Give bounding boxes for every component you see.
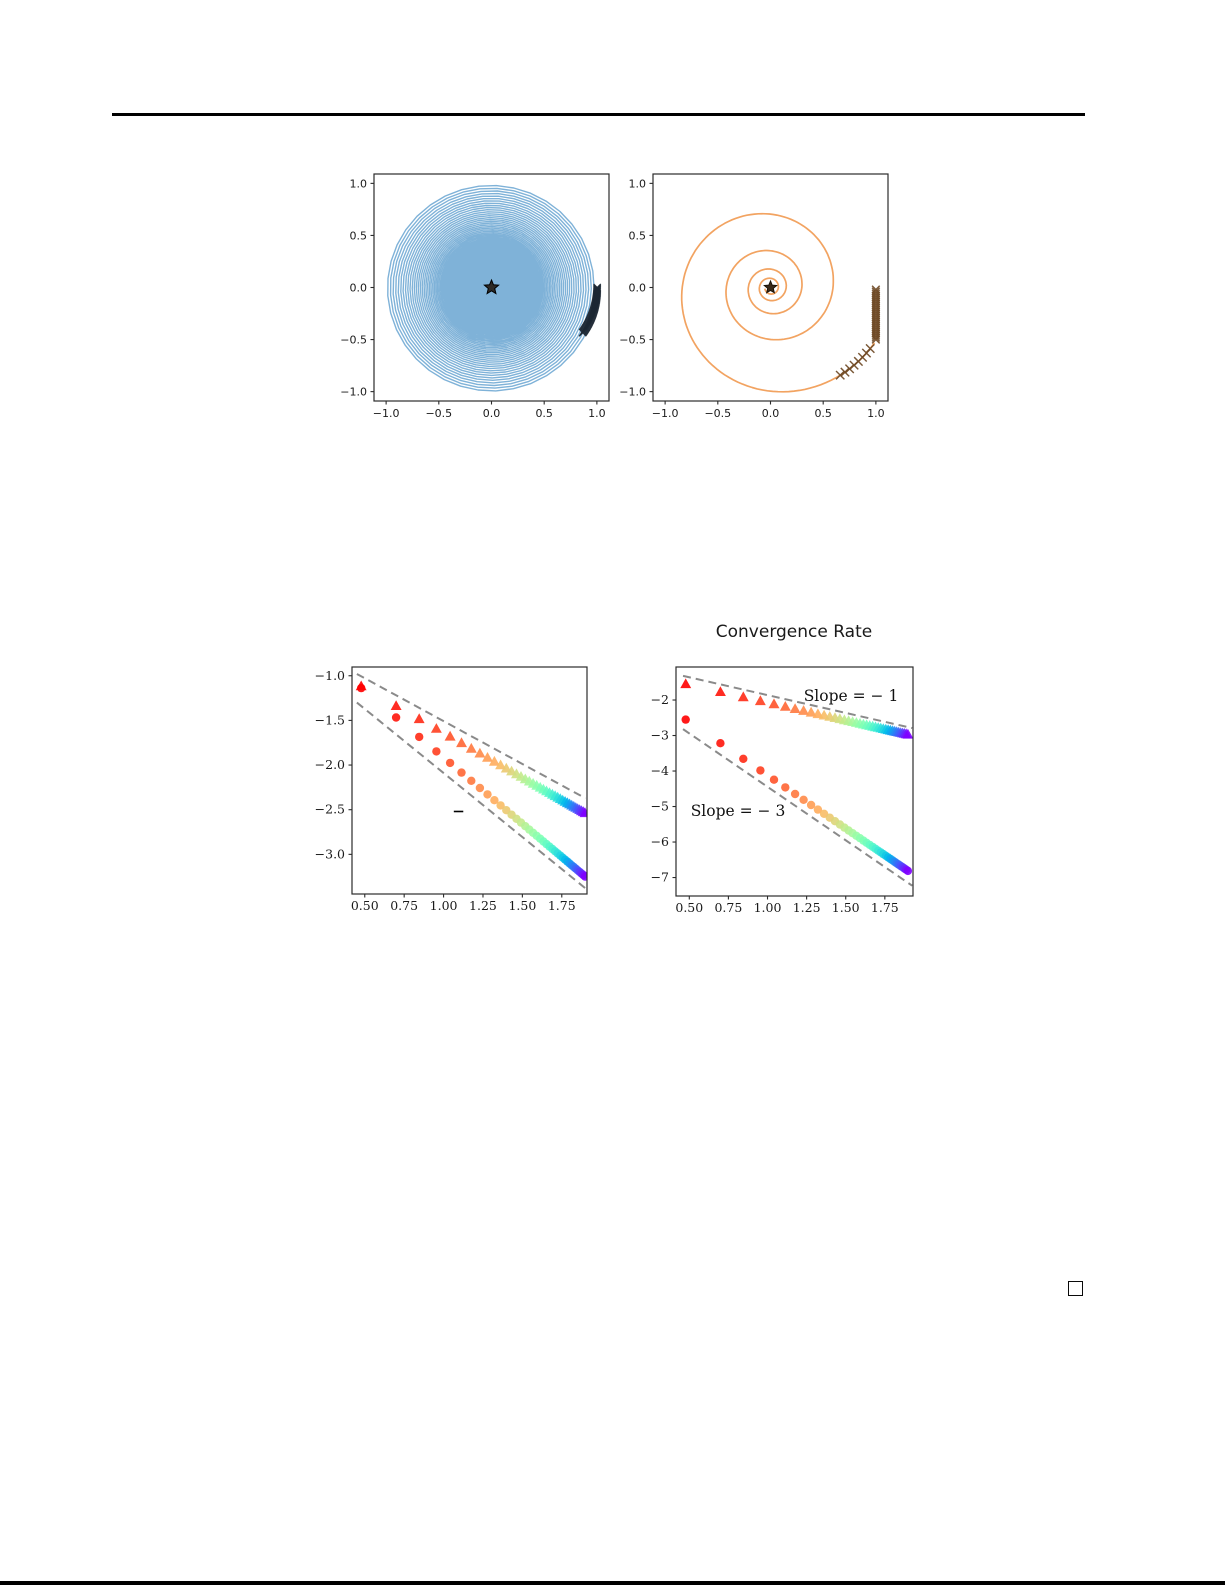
svg-text:−2: −2 — [651, 692, 669, 707]
svg-text:0.50: 0.50 — [675, 900, 703, 915]
svg-text:−6: −6 — [651, 834, 669, 849]
svg-text:1.0: 1.0 — [350, 177, 368, 190]
chart-title-convergence-rate: Convergence Rate — [715, 622, 873, 642]
svg-text:1.75: 1.75 — [871, 900, 899, 915]
svg-text:−7: −7 — [651, 870, 669, 885]
svg-text:−1.0: −1.0 — [340, 386, 367, 399]
svg-text:0.5: 0.5 — [350, 229, 368, 242]
svg-text:0.5: 0.5 — [535, 407, 553, 420]
svg-text:−3: −3 — [651, 728, 669, 743]
qed-square — [1068, 1281, 1083, 1296]
svg-text:0.5: 0.5 — [814, 407, 832, 420]
svg-text:−1.0: −1.0 — [652, 407, 679, 420]
svg-text:−1.0: −1.0 — [315, 668, 345, 683]
svg-text:1.50: 1.50 — [832, 900, 860, 915]
svg-text:0.75: 0.75 — [714, 900, 742, 915]
chart-trajectory-slow-spiral: −1.0 −0.5 0.0 0.5 1.0 −1.0 −0.5 0.0 0.5 1.0 — [300, 158, 630, 430]
svg-text:−0.5: −0.5 — [704, 407, 731, 420]
svg-text:−5: −5 — [651, 799, 669, 814]
chart-convergence-left: 0.50 0.75 1.00 1.25 1.50 1.75 −1.0 −1.5 −2.0 −2.5… — [285, 650, 615, 930]
svg-text:−0.5: −0.5 — [425, 407, 452, 420]
svg-text:0.0: 0.0 — [483, 407, 501, 420]
svg-text:1.00: 1.00 — [430, 898, 458, 913]
svg-text:−2.0: −2.0 — [315, 757, 345, 772]
chart-convergence-right: 0.50 0.75 1.00 1.25 1.50 1.75 −2 −3 −4 −5 −6 −7 — [610, 650, 940, 930]
svg-text:0.0: 0.0 — [350, 282, 368, 295]
svg-text:−2.5: −2.5 — [315, 802, 345, 817]
annotation-slope-minus-3: Slope = − 3 — [690, 802, 786, 820]
svg-text:1.25: 1.25 — [469, 898, 497, 913]
svg-text:1.0: 1.0 — [588, 407, 606, 420]
page-bottom-rule — [0, 1581, 1225, 1585]
svg-text:0.75: 0.75 — [390, 898, 418, 913]
svg-text:0.0: 0.0 — [762, 407, 780, 420]
svg-text:0.5: 0.5 — [629, 229, 647, 242]
svg-text:1.00: 1.00 — [754, 900, 782, 915]
svg-text:1.25: 1.25 — [793, 900, 821, 915]
svg-text:−1.0: −1.0 — [619, 386, 646, 399]
svg-text:−1.0: −1.0 — [373, 407, 400, 420]
svg-text:1.0: 1.0 — [629, 177, 647, 190]
svg-text:−1.5: −1.5 — [315, 712, 345, 727]
svg-text:−4: −4 — [651, 763, 669, 778]
header-rule — [112, 113, 1085, 116]
svg-text:−3.0: −3.0 — [315, 846, 345, 861]
svg-text:0.50: 0.50 — [351, 898, 379, 913]
chart-trajectory-fast-spiral: −1.0 −0.5 0.0 0.5 1.0 −1.0 −0.5 0.0 0.5 1.0 — [595, 158, 915, 430]
svg-text:−0.5: −0.5 — [340, 334, 367, 347]
svg-text:1.0: 1.0 — [867, 407, 885, 420]
svg-text:1.50: 1.50 — [508, 898, 536, 913]
svg-text:−0.5: −0.5 — [619, 334, 646, 347]
svg-text:0.0: 0.0 — [629, 282, 647, 295]
annotation-slope-minus-1: Slope = − 1 — [803, 687, 899, 705]
svg-text:1.75: 1.75 — [548, 898, 576, 913]
